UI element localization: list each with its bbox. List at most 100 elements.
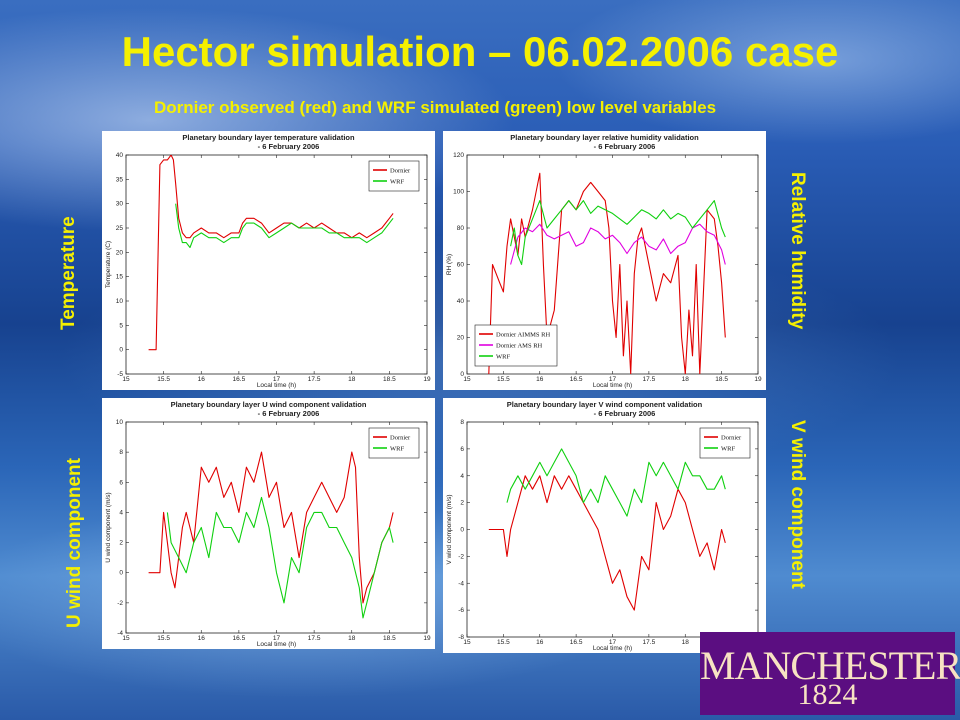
chart-2-xtick-label: 18 xyxy=(348,635,356,642)
chart-0-legend-box xyxy=(368,160,420,192)
chart-3-ytick-label: 6 xyxy=(460,446,464,453)
chart-3-subtitle: - 6 February 2006 xyxy=(594,409,656,418)
logo-wordmark: MANCHESTER xyxy=(700,643,960,688)
v-wind-side-label: V wind component xyxy=(787,420,808,589)
chart-0-series-wrf xyxy=(175,203,394,249)
chart-0-xtick-label: 16.5 xyxy=(233,376,246,383)
chart-2-ytick-label: 2 xyxy=(119,540,123,547)
chart-3-xtick-label: 18 xyxy=(682,639,690,646)
chart-3-ylabel: V wind component (m/s) xyxy=(446,494,453,564)
chart-0-xlabel: Local time (h) xyxy=(257,382,296,389)
chart-0-series-dornier xyxy=(148,155,394,351)
chart-2-ylabel: U wind component (m/s) xyxy=(105,492,112,562)
chart-1-xtick-label: 16.5 xyxy=(570,376,583,383)
slide-subtitle: Dornier observed (red) and WRF simulated… xyxy=(153,98,717,117)
chart-0-ytick-label: 30 xyxy=(116,201,124,208)
chart-2-legend-box xyxy=(368,427,420,459)
chart-3-ytick-label: 4 xyxy=(460,473,464,480)
chart-3-xtick-label: 15 xyxy=(463,639,471,646)
chart-0-title: Planetary boundary layer temperature val… xyxy=(182,133,355,142)
chart-1-ylabel: RH (%) xyxy=(446,254,453,275)
chart-2-ytick-label: 6 xyxy=(119,479,123,486)
chart-1-ytick-label: 40 xyxy=(457,298,465,305)
chart-3-xtick-label: 16.5 xyxy=(570,639,583,646)
chart-2-xtick-label: 15 xyxy=(122,635,130,642)
chart-3-ytick-label: -6 xyxy=(458,607,464,614)
chart-1-xtick-label: 15.5 xyxy=(497,376,510,383)
chart-2-xtick-label: 17.5 xyxy=(308,635,321,642)
chart-0-legend-label: Dornier xyxy=(390,167,411,174)
chart-3-xtick-label: 17 xyxy=(609,639,617,646)
chart-3-legend-box xyxy=(699,427,751,459)
temperature-side-label: Temperature xyxy=(58,216,79,330)
chart-3-ytick-label: -8 xyxy=(458,634,464,641)
chart-3-legend-label: WRF xyxy=(721,445,735,452)
u-wind-chart-panel: Planetary boundary layer U wind componen… xyxy=(102,398,435,649)
chart-3-ytick-label: 0 xyxy=(460,527,464,534)
chart-2-xtick-label: 19 xyxy=(423,635,431,642)
chart-2-xtick-label: 17 xyxy=(273,635,281,642)
v-wind-chart-panel: Planetary boundary layer V wind componen… xyxy=(443,398,766,653)
v-wind-chart: Planetary boundary layer V wind componen… xyxy=(446,400,762,652)
chart-1-series-wrf xyxy=(510,200,726,266)
chart-2-xtick-label: 15.5 xyxy=(157,635,170,642)
chart-0-xtick-label: 18 xyxy=(348,376,356,383)
chart-1-subtitle: - 6 February 2006 xyxy=(594,142,656,151)
chart-1-ytick-label: 60 xyxy=(457,262,465,269)
chart-3-xlabel: Local time (h) xyxy=(593,645,632,652)
chart-2-series-dornier xyxy=(148,451,394,604)
chart-2-ytick-label: 4 xyxy=(119,509,123,516)
chart-0-xtick-label: 16 xyxy=(198,376,206,383)
chart-3-legend: Dornier WRF xyxy=(699,427,751,459)
chart-0-xtick-label: 17.5 xyxy=(308,376,321,383)
chart-1-legend-label: WRF xyxy=(496,353,510,360)
chart-1-ytick-label: 80 xyxy=(457,225,465,232)
chart-0-xtick-label: 17 xyxy=(273,376,281,383)
humidity-chart-panel: Planetary boundary layer relative humidi… xyxy=(443,131,766,390)
chart-0-subtitle: - 6 February 2006 xyxy=(258,142,320,151)
chart-1-legend-label: Dornier AMS RH xyxy=(496,342,543,349)
temperature-chart: Planetary boundary layer temperature val… xyxy=(105,133,431,389)
chart-2-subtitle: - 6 February 2006 xyxy=(258,409,320,418)
chart-1-ytick-label: 0 xyxy=(460,371,464,378)
manchester-logo: MANCHESTER 1824 xyxy=(700,632,960,715)
chart-1-xtick-label: 15 xyxy=(463,376,471,383)
chart-2-legend-label: WRF xyxy=(390,445,404,452)
chart-1-xtick-label: 19 xyxy=(754,376,762,383)
chart-2-legend-label: Dornier xyxy=(390,434,411,441)
chart-3-ytick-label: 2 xyxy=(460,500,464,507)
chart-3-ytick-label: -4 xyxy=(458,580,464,587)
chart-0-ytick-label: 20 xyxy=(116,249,124,256)
chart-0-ytick-label: 10 xyxy=(116,298,124,305)
chart-2-series-wrf xyxy=(166,496,394,619)
chart-2-ytick-label: -2 xyxy=(117,600,123,607)
chart-2-ytick-label: 10 xyxy=(116,419,124,426)
chart-0-ytick-label: 0 xyxy=(119,347,123,354)
humidity-chart: Planetary boundary layer relative humidi… xyxy=(446,133,762,389)
chart-0-ytick-label: 35 xyxy=(116,176,124,183)
chart-0-legend: Dornier WRF xyxy=(368,160,420,192)
chart-3-xtick-label: 15.5 xyxy=(497,639,510,646)
chart-1-title: Planetary boundary layer relative humidi… xyxy=(510,133,699,142)
chart-0-ytick-label: 5 xyxy=(119,322,123,329)
chart-2-ytick-label: -4 xyxy=(117,630,123,637)
chart-2-xtick-label: 16.5 xyxy=(233,635,246,642)
chart-3-ytick-label: 8 xyxy=(460,419,464,426)
chart-3-title: Planetary boundary layer V wind componen… xyxy=(507,400,703,409)
chart-0-xtick-label: 15 xyxy=(122,376,130,383)
chart-2-ytick-label: 0 xyxy=(119,570,123,577)
chart-1-legend-label: Dornier AIMMS RH xyxy=(496,331,550,338)
logo-year: 1824 xyxy=(797,678,858,711)
chart-3-legend-label: Dornier xyxy=(721,434,742,441)
chart-0-ytick-label: -5 xyxy=(117,371,123,378)
chart-3-xtick-label: 17.5 xyxy=(643,639,656,646)
chart-0-ytick-label: 40 xyxy=(116,152,124,159)
chart-1-xtick-label: 17.5 xyxy=(643,376,656,383)
chart-2-title: Planetary boundary layer U wind componen… xyxy=(171,400,367,409)
chart-1-ytick-label: 100 xyxy=(453,189,464,196)
slide-title: Hector simulation – 06.02.2006 case xyxy=(121,28,839,75)
chart-1-ytick-label: 20 xyxy=(457,335,465,342)
u-wind-chart: Planetary boundary layer U wind componen… xyxy=(105,400,431,648)
u-wind-side-label: U wind component xyxy=(64,458,85,628)
chart-1-xtick-label: 17 xyxy=(609,376,617,383)
